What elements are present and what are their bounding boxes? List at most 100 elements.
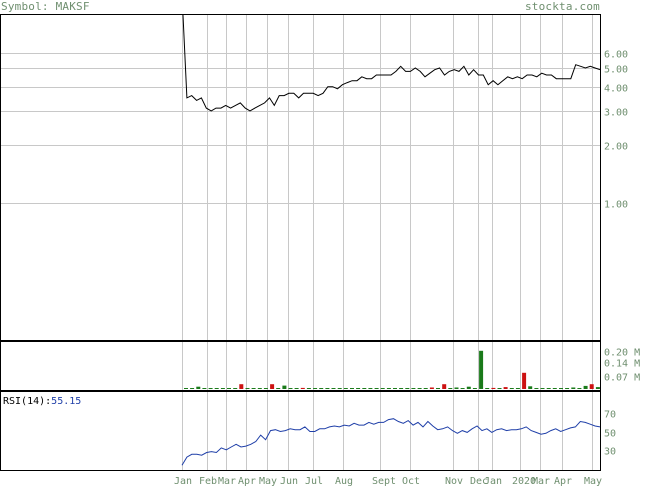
rsi-line xyxy=(181,418,601,466)
volume-bar xyxy=(386,388,391,389)
chart-panels xyxy=(0,14,601,471)
axis-labels: Jan Feb Mar Apr May Jun Jul Aug Sept Oct Nov DecJan… xyxy=(174,50,640,486)
volume-bar xyxy=(589,384,594,389)
volume-bar xyxy=(214,388,219,389)
month-label: Sept xyxy=(372,476,396,486)
month-label: Dec xyxy=(470,476,488,486)
volume-bar xyxy=(595,387,600,389)
volume-bar xyxy=(528,386,533,389)
price-tick-label: 3.00 xyxy=(604,108,628,119)
rsi-value: 55.15 xyxy=(51,396,82,407)
volume-bar xyxy=(356,388,361,389)
volume-bar xyxy=(448,388,453,389)
price-tick-label: 6.00 xyxy=(604,50,628,61)
volume-bar xyxy=(417,388,422,389)
price-tick-label: 1.00 xyxy=(604,200,628,211)
volume-bar xyxy=(534,388,539,389)
volume-bar xyxy=(429,387,434,389)
volume-bar xyxy=(380,388,385,389)
month-label: Nov xyxy=(445,476,463,486)
month-label: May xyxy=(259,476,277,486)
volume-bar xyxy=(190,388,195,389)
volume-bar xyxy=(546,388,551,389)
price-line xyxy=(182,14,600,112)
symbol-label: Symbol: MAKSF xyxy=(1,0,90,13)
volume-bar xyxy=(466,386,471,389)
volume-bar xyxy=(393,388,397,389)
volume-bar xyxy=(571,387,576,389)
volume-bar xyxy=(405,388,410,389)
month-label: May xyxy=(584,476,602,486)
volume-bar xyxy=(208,388,213,389)
volume-bar xyxy=(300,387,305,389)
volume-bar xyxy=(245,388,250,389)
price-tick-label: 2.00 xyxy=(604,142,628,153)
volume-bar xyxy=(552,388,557,389)
volume-bar xyxy=(454,387,459,389)
volume-bar xyxy=(497,388,502,389)
rsi-tick-label: 70 xyxy=(604,410,616,421)
month-label: Jul xyxy=(305,476,323,486)
volume-bar xyxy=(583,385,588,389)
rsi-label: RSI(14):55.15 xyxy=(3,396,81,407)
rsi-tick-label: 50 xyxy=(604,429,616,440)
volume-bar xyxy=(479,350,484,389)
chart-grid xyxy=(0,14,600,470)
site-name[interactable]: stockta.com xyxy=(524,0,600,13)
volume-bar xyxy=(343,388,348,389)
volume-bar xyxy=(485,388,490,389)
volume-bar xyxy=(522,372,527,389)
volume-bar xyxy=(362,388,367,389)
volume-bar xyxy=(337,388,342,389)
volume-bar xyxy=(460,388,465,389)
volume-bar xyxy=(294,388,299,389)
volume-bar xyxy=(202,388,207,389)
rsi-tick-label: 30 xyxy=(604,447,616,458)
rsi-panel xyxy=(181,418,601,466)
month-label: Apr xyxy=(554,476,572,486)
month-label: 2020 xyxy=(512,476,536,486)
volume-bar xyxy=(559,388,563,389)
volume-bar xyxy=(239,384,244,389)
volume-bar xyxy=(442,384,447,389)
volume-bar xyxy=(540,388,545,389)
volume-bar xyxy=(577,388,582,389)
volume-panel xyxy=(184,350,600,389)
month-label: Mar xyxy=(218,476,236,486)
volume-tick-label: 0.14 M xyxy=(604,359,640,370)
volume-bar xyxy=(282,385,287,389)
volume-bar xyxy=(257,388,262,389)
volume-bar xyxy=(411,388,416,389)
month-label: Mar xyxy=(532,476,550,486)
volume-bar xyxy=(399,388,404,389)
volume-bar xyxy=(270,384,275,389)
price-tick-label: 4.00 xyxy=(604,84,628,95)
volume-bar xyxy=(276,388,281,389)
volume-bar xyxy=(509,388,514,389)
volume-bar xyxy=(423,388,428,389)
volume-bar xyxy=(313,388,318,389)
month-label: Apr xyxy=(238,476,256,486)
volume-bar xyxy=(472,388,477,389)
month-label: Jun xyxy=(280,476,298,486)
volume-bar xyxy=(227,388,231,389)
volume-bar xyxy=(319,388,324,389)
panel-border-0 xyxy=(0,14,601,341)
volume-bar xyxy=(491,387,496,389)
volume-bar xyxy=(331,388,336,389)
volume-bar xyxy=(515,388,520,389)
panel-border-2 xyxy=(0,391,601,471)
panel-border-1 xyxy=(0,341,601,391)
volume-bar xyxy=(565,388,570,389)
volume-bar xyxy=(288,388,293,389)
volume-bar xyxy=(306,388,311,389)
volume-bar xyxy=(350,388,354,389)
volume-bar xyxy=(184,388,188,389)
price-panel xyxy=(182,14,600,112)
rsi-title: RSI(14): xyxy=(3,396,52,407)
month-label: Jan xyxy=(484,476,502,486)
volume-bar xyxy=(374,388,379,389)
price-tick-label: 5.00 xyxy=(604,65,628,76)
month-label: Oct xyxy=(402,476,420,486)
